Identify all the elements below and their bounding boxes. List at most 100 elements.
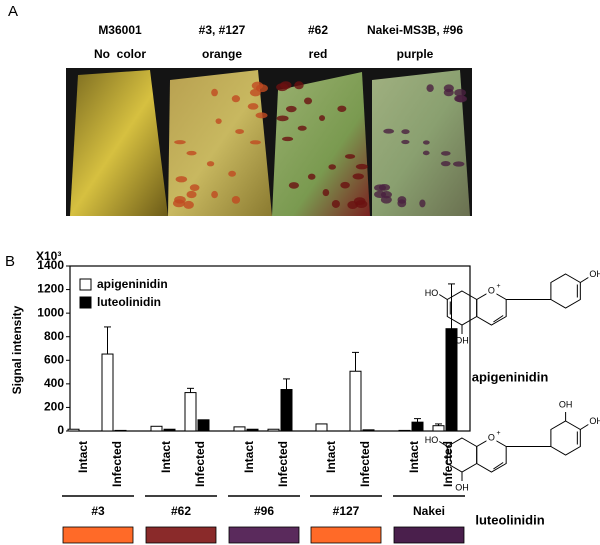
lesion-spot xyxy=(340,181,350,189)
lesion-spot xyxy=(174,140,186,145)
bar xyxy=(398,429,411,432)
bond xyxy=(493,315,504,323)
lesion-spot xyxy=(281,136,294,142)
group-swatch xyxy=(310,526,382,544)
panel-label: A xyxy=(8,3,18,20)
lesion-spot xyxy=(183,200,194,209)
lesion-spot xyxy=(276,83,289,92)
lesion-spot xyxy=(328,164,336,170)
bar xyxy=(246,428,259,432)
y-axis-label: Signal intensity xyxy=(10,305,24,394)
bar xyxy=(197,419,210,432)
lesion-spot xyxy=(189,184,200,192)
x-tick-label: Infected xyxy=(276,441,290,487)
lesion-spot xyxy=(440,151,451,156)
group-label: #62 xyxy=(171,504,191,518)
bar xyxy=(114,429,127,432)
error-bar xyxy=(283,378,290,390)
lesion-spots xyxy=(172,81,468,209)
lesion-spot xyxy=(294,81,304,90)
lesion-spot xyxy=(322,189,330,197)
bar xyxy=(411,421,424,432)
lesion-spot xyxy=(331,200,340,208)
lesion-spot xyxy=(355,163,368,170)
group-label: Nakei xyxy=(413,504,445,518)
bar xyxy=(233,426,246,432)
ring xyxy=(550,273,581,309)
bar xyxy=(101,353,114,432)
x-tick-label: Intact xyxy=(242,441,256,473)
group-label: #3 xyxy=(91,504,105,518)
lesion-spot xyxy=(443,84,454,93)
bond xyxy=(439,294,448,300)
bar xyxy=(315,423,328,432)
ring xyxy=(550,420,581,456)
atom-mask xyxy=(486,432,497,444)
sample-name: #62 xyxy=(308,23,328,37)
legend-swatch xyxy=(79,296,92,309)
sample-color: No color xyxy=(94,47,146,61)
x-tick-label: Intact xyxy=(407,441,421,473)
leaf-photo xyxy=(272,72,370,216)
bar xyxy=(184,392,197,432)
lesion-spot xyxy=(186,150,197,156)
y-tick-label: 200 xyxy=(44,400,64,414)
structure-name: apigeninidin xyxy=(472,369,549,384)
lesion-spot xyxy=(401,129,410,135)
group-label: #127 xyxy=(333,504,360,518)
lesion-spot xyxy=(454,88,466,97)
sample-color: red xyxy=(309,47,328,61)
lesion-spot xyxy=(231,95,241,103)
group-swatch xyxy=(228,526,300,544)
y-tick-label: 1400 xyxy=(37,258,64,272)
lesion-spot xyxy=(397,199,407,208)
panel-label: B xyxy=(5,253,15,270)
lesion-spot xyxy=(454,95,466,103)
lesion-spot xyxy=(247,103,259,110)
lesion-spot xyxy=(344,154,356,159)
leaf-photo xyxy=(168,70,272,216)
bar xyxy=(150,425,163,432)
bar xyxy=(163,428,176,432)
x-tick-label: Infected xyxy=(193,441,207,487)
lesion-spot xyxy=(353,197,366,205)
legend-swatch xyxy=(79,278,92,291)
bar xyxy=(432,425,445,432)
bar xyxy=(349,370,362,432)
lesion-spot xyxy=(255,112,268,119)
sample-name: M36001 xyxy=(98,23,142,37)
lesion-spot xyxy=(422,140,430,145)
lesion-spot xyxy=(303,97,313,105)
lesion-spot xyxy=(228,170,236,177)
lesion-spot xyxy=(235,129,245,134)
atom-label: OH xyxy=(589,269,600,279)
bond xyxy=(439,441,448,447)
lesion-spot xyxy=(206,161,215,167)
y-tick-label: 400 xyxy=(44,376,64,390)
atom-charge: + xyxy=(496,283,500,290)
lesion-spot xyxy=(422,150,430,156)
bond xyxy=(580,277,589,283)
error-bar xyxy=(414,418,421,423)
lesion-spot xyxy=(186,190,197,199)
x-tick-label: Intact xyxy=(324,441,338,473)
legend-label: apigeninidin xyxy=(97,277,168,291)
bar xyxy=(267,428,280,432)
y-tick-label: 1200 xyxy=(37,282,64,296)
lesion-spot xyxy=(211,88,218,97)
atom-label: HO xyxy=(425,288,439,298)
lesion-spot xyxy=(175,176,188,183)
lesion-spot xyxy=(380,195,392,204)
lesion-spot xyxy=(251,81,264,90)
lesion-spot xyxy=(172,199,185,208)
y-tick-label: 1000 xyxy=(37,305,64,319)
lesion-spot xyxy=(426,84,434,92)
atom-label: OH xyxy=(589,416,600,426)
group-label: #96 xyxy=(254,504,274,518)
y-tick-label: 600 xyxy=(44,352,64,366)
atom-label: O xyxy=(488,285,495,295)
y-tick-label: 800 xyxy=(44,329,64,343)
lesion-spot xyxy=(352,173,364,180)
atom-mask xyxy=(486,285,497,297)
atom-charge: + xyxy=(496,430,500,437)
